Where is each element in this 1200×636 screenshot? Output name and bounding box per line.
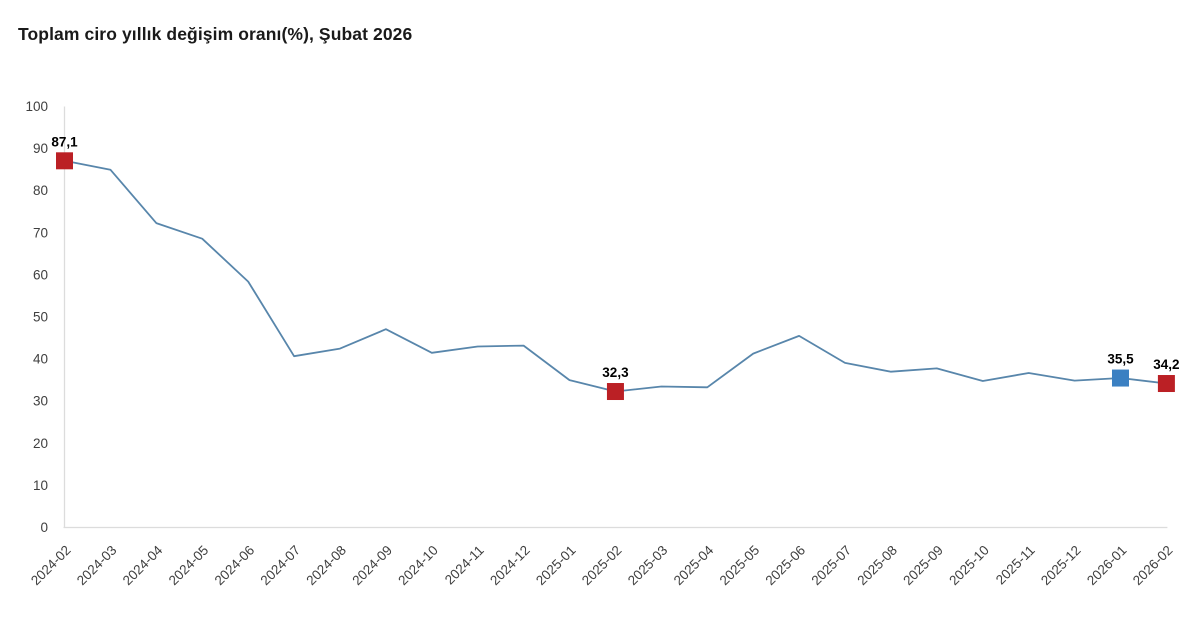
chart-title: Toplam ciro yıllık değişim oranı(%), Şub…: [18, 24, 413, 44]
x-tick-label: 2024-11: [442, 543, 487, 588]
x-tick-label: 2025-03: [625, 543, 671, 589]
x-tick-label: 2024-05: [166, 543, 212, 589]
x-tick-label: 2025-10: [946, 543, 992, 589]
data-point-label: 34,2: [1153, 357, 1179, 372]
x-tick-label: 2025-02: [579, 543, 625, 589]
x-tick-label: 2025-04: [671, 542, 717, 588]
y-tick-label: 40: [33, 352, 48, 367]
y-tick-label: 20: [33, 436, 48, 451]
data-point-marker: [1157, 375, 1175, 393]
data-point-marker: [56, 152, 73, 170]
x-tick-label: 2024-02: [28, 543, 74, 589]
x-tick-label: 2024-09: [349, 543, 395, 589]
x-tick-label: 2024-12: [487, 543, 533, 589]
x-tick-label: 2024-08: [303, 543, 349, 589]
x-tick-label: 2025-07: [808, 543, 854, 589]
x-tick-label: 2025-05: [717, 543, 763, 589]
y-tick-label: 30: [33, 394, 48, 409]
data-point-label: 35,5: [1107, 352, 1134, 367]
data-point-marker: [1111, 369, 1129, 387]
y-tick-label: 50: [33, 310, 48, 325]
y-tick-label: 80: [33, 183, 48, 198]
x-tick-label: 2024-07: [258, 543, 304, 589]
data-line: [64, 159, 1167, 393]
data-point-label: 32,3: [602, 365, 629, 380]
x-tick-label: 2025-01: [533, 543, 579, 589]
y-tick-label: 0: [40, 520, 48, 535]
x-tick-label: 2025-11: [993, 543, 1038, 588]
x-tick-label: 2025-08: [854, 543, 900, 589]
x-tick-label: 2025-09: [900, 543, 946, 589]
y-tick-label: 70: [33, 225, 48, 240]
data-point-label: 87,1: [51, 134, 78, 149]
x-tick-label: 2026-02: [1130, 543, 1176, 589]
y-tick-label: 60: [33, 267, 48, 282]
y-tick-label: 10: [33, 478, 48, 493]
x-tick-label: 2024-06: [212, 543, 258, 589]
x-tick-label: 2024-03: [74, 543, 120, 589]
x-tick-label: 2024-10: [395, 543, 441, 589]
x-tick-label: 2025-12: [1038, 543, 1084, 589]
data-point-marker: [606, 383, 624, 401]
x-tick-label: 2026-01: [1084, 543, 1130, 589]
x-tick-label: 2025-06: [763, 543, 809, 589]
x-tick-label: 2024-04: [120, 542, 166, 588]
y-tick-label: 90: [33, 141, 48, 156]
y-tick-label: 100: [25, 99, 48, 114]
